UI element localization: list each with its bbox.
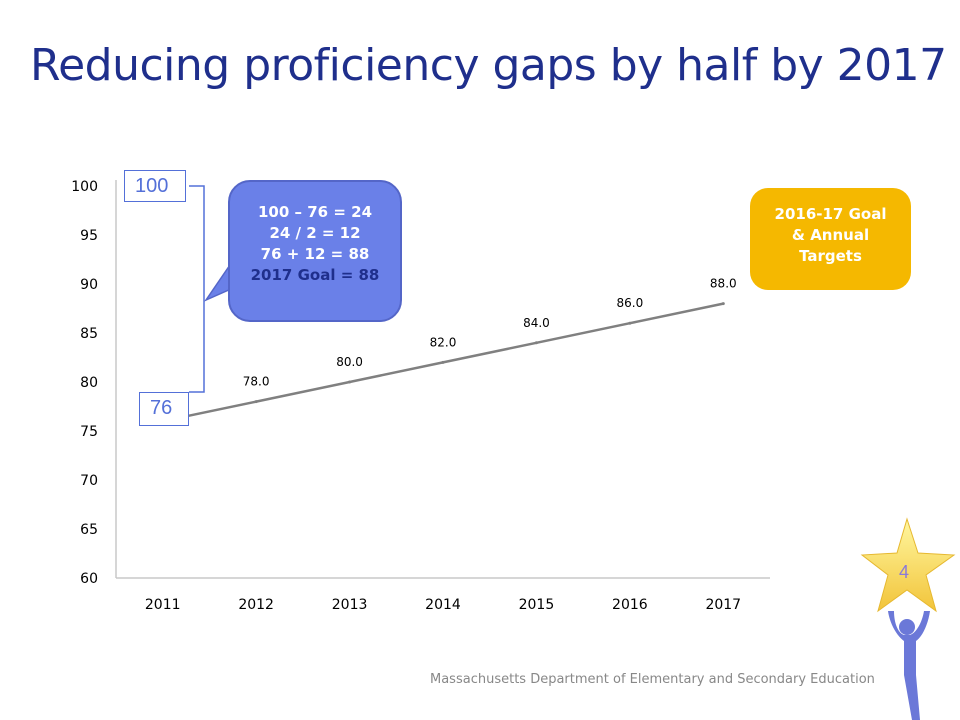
calculation-callout: 100 – 76 = 24 24 / 2 = 12 76 + 12 = 88 2… [228,180,402,322]
star-icon [860,517,956,613]
x-tick-label: 2014 [425,597,461,613]
footer-text: Massachusetts Department of Elementary a… [430,672,875,687]
person-body-icon [888,611,930,720]
x-tick-label: 2015 [519,597,555,613]
y-tick-labels: 60 65 70 75 80 85 90 95 100 [71,179,98,587]
y-tick-label: 95 [80,228,98,244]
data-point [628,321,632,325]
data-point [721,302,725,306]
data-point [254,400,258,404]
goal-box-line-1: 2016-17 Goal [774,205,887,223]
y-tick-label: 65 [80,522,98,538]
data-point [534,341,538,345]
person-head-icon [899,619,915,635]
data-label: 82.0 [430,335,457,349]
y-tick-label: 100 [71,179,98,195]
data-label: 84.0 [523,316,550,330]
callout-line-4: 2017 Goal = 88 [250,266,380,284]
y-tick-label: 80 [80,375,98,391]
callout-line-1: 100 – 76 = 24 [257,203,373,221]
goal-targets-box: 2016-17 Goal & Annual Targets [750,188,911,290]
page-number: 4 [898,562,909,582]
x-tick-label: 2012 [238,597,274,613]
bracket-line [189,185,205,393]
y-tick-label: 75 [80,424,98,440]
data-point [348,380,352,384]
data-label: 88.0 [710,277,737,291]
goal-box-line-3: Targets [799,247,862,265]
y-tick-label: 60 [80,571,98,587]
data-labels: 78.0 80.0 82.0 84.0 86.0 88.0 [243,277,737,389]
callout-line-2: 24 / 2 = 12 [269,224,361,242]
y-tick-label: 90 [80,277,98,293]
x-tick-labels: 2011 2012 2013 2014 2015 2016 2017 [145,597,741,613]
chart-axes [115,180,770,579]
data-point [441,360,445,364]
bracket-bottom-label: 76 [139,392,189,426]
page-title: Reducing proficiency gaps by half by 201… [30,40,947,91]
y-tick-label: 70 [80,473,98,489]
callout-line-3: 76 + 12 = 88 [260,245,370,263]
x-tick-label: 2011 [145,597,181,613]
star-person-logo [860,517,956,720]
data-label: 78.0 [243,375,270,389]
bracket-top-label: 100 [124,170,186,202]
y-tick-label: 85 [80,326,98,342]
chart-series [161,302,725,423]
x-tick-label: 2013 [332,597,368,613]
data-label: 80.0 [336,355,363,369]
x-tick-label: 2017 [705,597,741,613]
data-label: 86.0 [616,296,643,310]
x-tick-label: 2016 [612,597,648,613]
goal-box-line-2: & Annual [791,226,870,244]
